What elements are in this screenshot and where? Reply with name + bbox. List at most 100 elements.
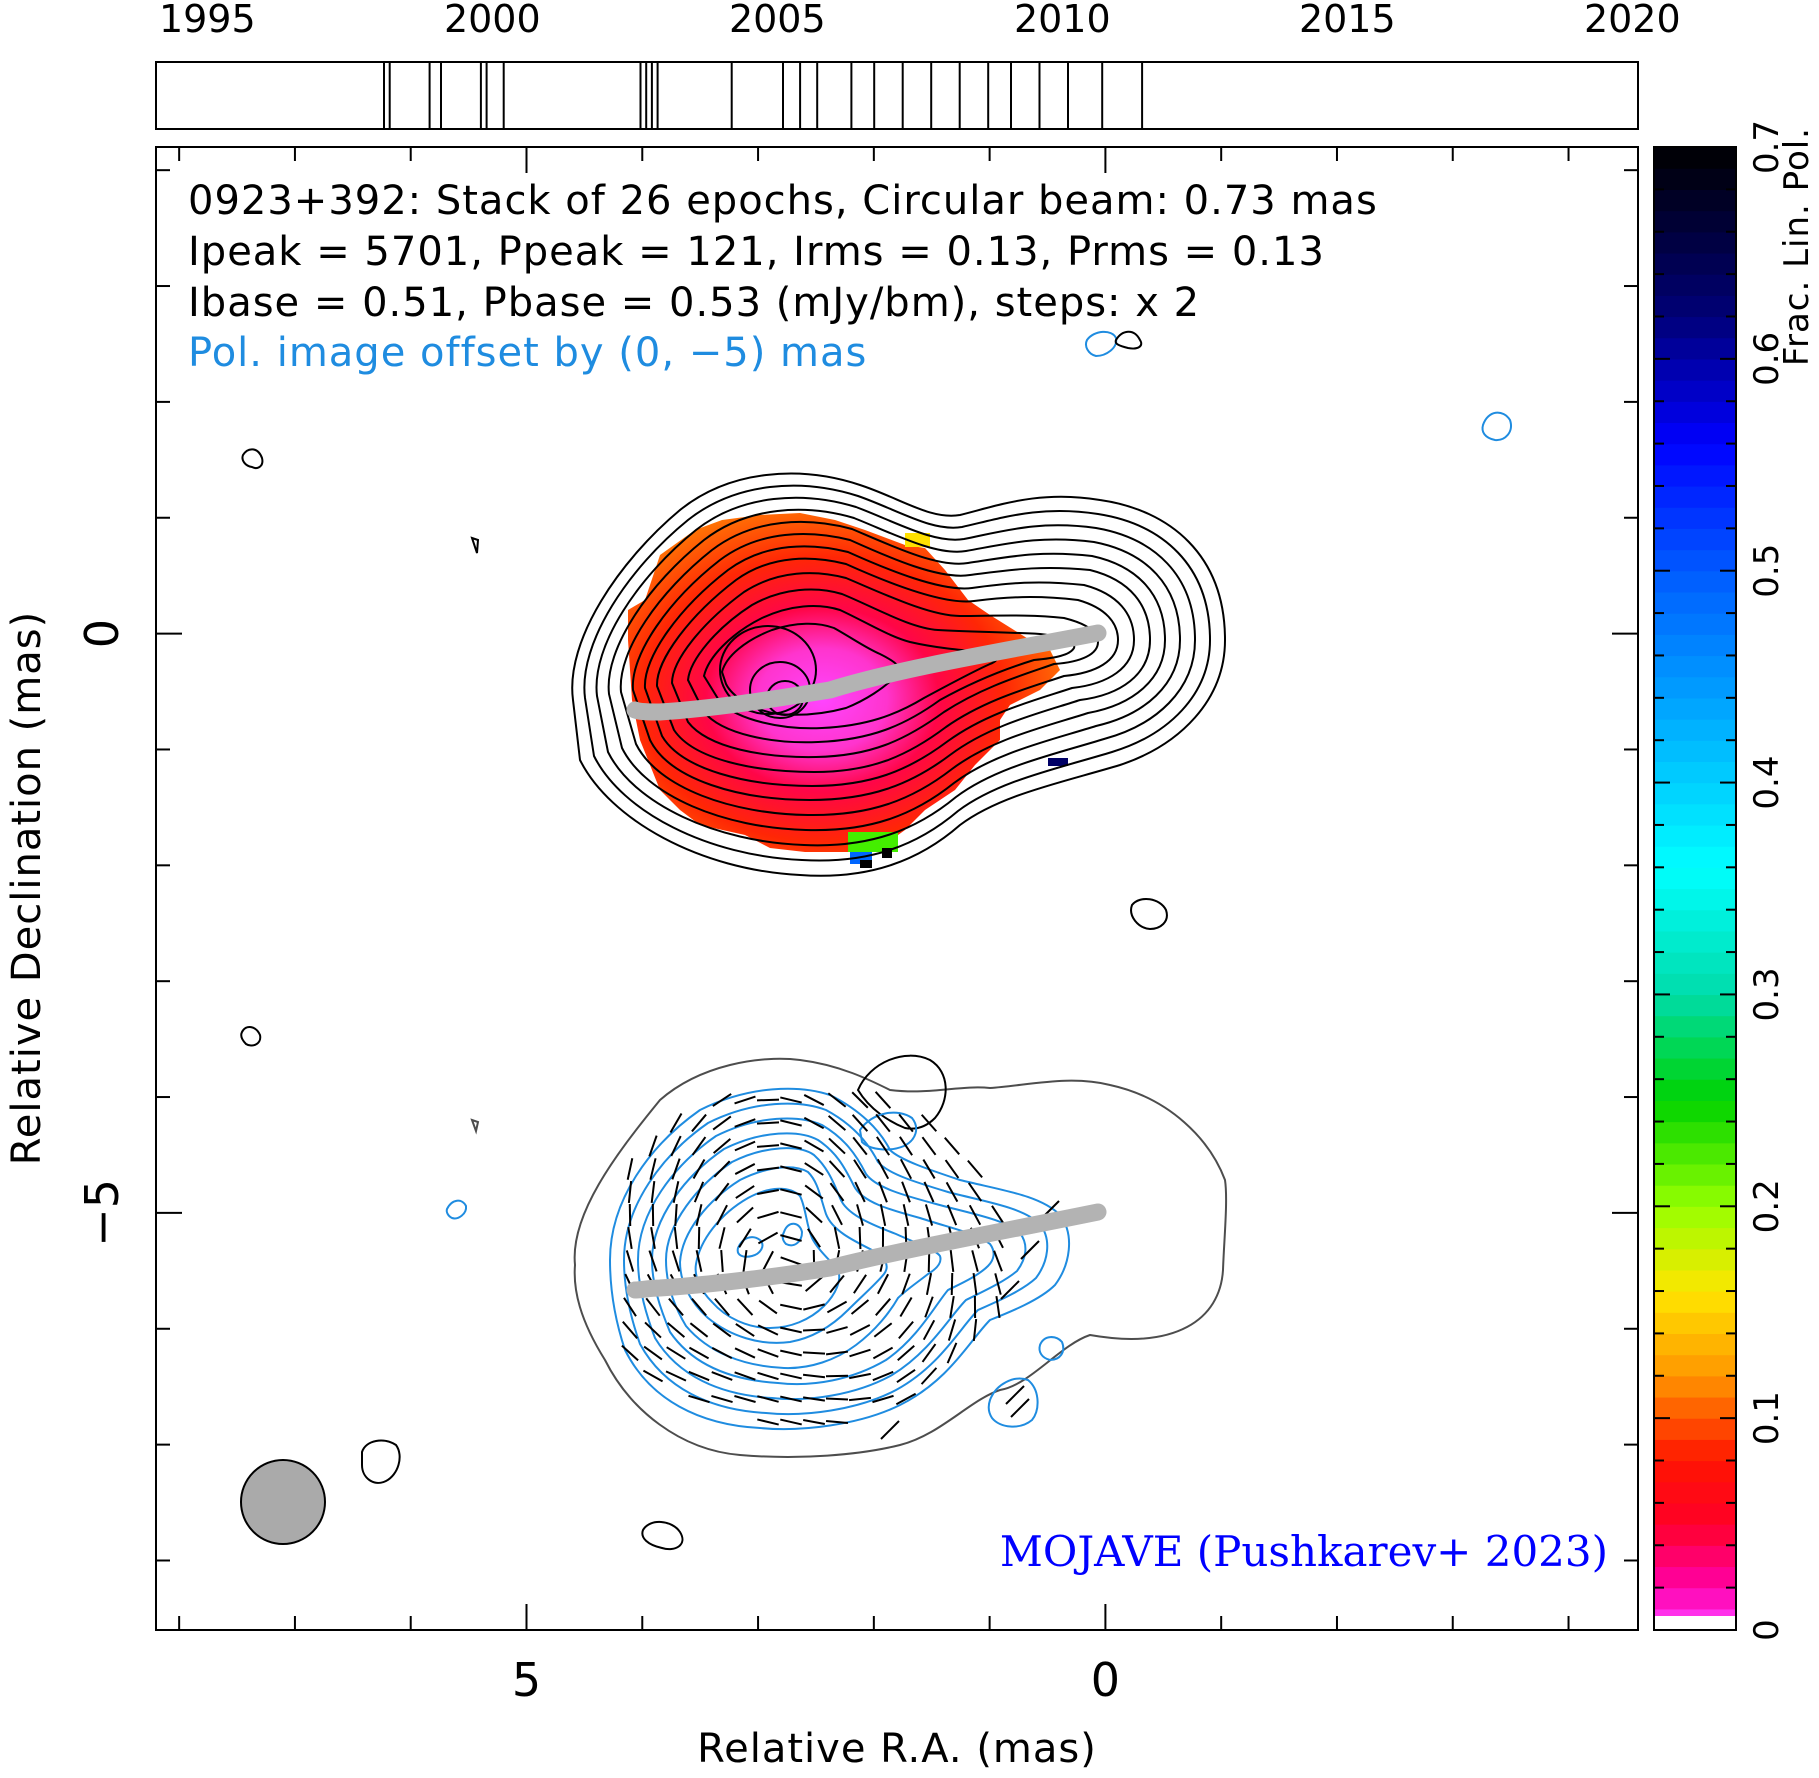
evpa-vector: [875, 1298, 891, 1316]
colorbar-step: [1654, 1206, 1736, 1229]
y-tick-label: 0: [75, 619, 129, 648]
evpa-vector: [644, 1321, 662, 1339]
evpa-vector: [714, 1182, 730, 1202]
evpa-vector: [626, 1158, 634, 1180]
evpa-vector: [713, 1160, 731, 1178]
evpa-vector: [757, 1231, 779, 1245]
colorbar-step: [1654, 1142, 1736, 1165]
colorbar-step: [1654, 1616, 1736, 1630]
evpa-vector: [1020, 1240, 1040, 1260]
evpa-vector: [669, 1112, 683, 1134]
axis-ticks: [156, 147, 1638, 1630]
evpa-vector: [672, 1181, 680, 1203]
evpa-vector: [691, 1113, 707, 1133]
colorbar-step: [1654, 507, 1736, 529]
pol-edge-yellow: [905, 533, 930, 547]
colorbar-step: [1654, 1036, 1736, 1059]
evpa-vector: [780, 1119, 802, 1127]
evpa-vector: [853, 1159, 867, 1179]
evpa-vector: [666, 1322, 686, 1338]
colorbar-step: [1654, 443, 1736, 466]
evpa-vector: [922, 1319, 936, 1341]
evpa-vector: [876, 1158, 890, 1180]
colorbar-step: [1654, 1312, 1736, 1334]
evpa-vector: [852, 1136, 868, 1156]
evpa-vector: [898, 1113, 914, 1133]
evpa-vector: [712, 1322, 732, 1338]
colorbar-step: [1654, 1545, 1736, 1568]
evpa-vector: [849, 1348, 871, 1358]
evpa-vector: [825, 1350, 849, 1356]
evpa-vector: [825, 1419, 849, 1425]
evpa-vector: [879, 1204, 887, 1226]
colorbar-step: [1654, 147, 1736, 169]
colorbar-step: [1654, 316, 1736, 339]
colorbar-step: [1654, 1269, 1736, 1292]
evpa-vector: [623, 1297, 637, 1317]
pol-edge-black-1: [860, 860, 872, 868]
evpa-vector: [780, 1372, 802, 1380]
evpa-vector: [829, 1274, 845, 1294]
evpa-vector: [876, 1136, 890, 1156]
colorbar-step: [1654, 1015, 1736, 1038]
evpa-vector: [899, 1136, 913, 1156]
evpa-vector: [650, 1180, 656, 1204]
colorbar-steps: [1654, 147, 1736, 1631]
colorbar-step: [1654, 1079, 1736, 1101]
evpa-vector: [734, 1140, 756, 1152]
axis-ticklabels: 5 0 0 −5: [75, 619, 1120, 1707]
colorbar-tick-label: 0.7: [1747, 120, 1787, 174]
x-tick-label: 5: [512, 1653, 541, 1707]
evpa-vector: [923, 1181, 935, 1203]
colorbar-step: [1654, 358, 1736, 381]
x-axis-label: Relative R.A. (mas): [697, 1726, 1097, 1772]
evpa-vector: [829, 1182, 845, 1202]
evpa-vector: [803, 1139, 825, 1153]
evpa-vector: [780, 1234, 802, 1242]
colorbar-step: [1654, 994, 1736, 1017]
evpa-vector: [780, 1256, 802, 1266]
evpa-vector: [742, 1249, 748, 1273]
colorbar-step: [1654, 591, 1736, 614]
evpa-vector: [780, 1096, 802, 1104]
evpa-vector: [876, 1273, 890, 1295]
x-tick-label: 0: [1091, 1653, 1120, 1707]
evpa-vector: [858, 1226, 862, 1250]
colorbar-step: [1654, 740, 1736, 762]
evpa-vector: [899, 1297, 913, 1317]
colorbar: 0 0.1 0.2 0.3 0.4 0.5 0.6 0.7 Frac. Lin. Pol.: [1653, 120, 1817, 1641]
colorbar-step: [1654, 210, 1736, 233]
evpa-vector: [780, 1349, 802, 1357]
evpa-vector: [873, 1322, 893, 1338]
colorbar-step: [1654, 231, 1736, 254]
evpa-vector: [691, 1297, 707, 1317]
evpa-vector: [826, 1326, 848, 1334]
title-line-2: Ipeak = 5701, Ppeak = 121, Irms = 0.13, …: [188, 229, 1325, 275]
colorbar-ticklabels: 0 0.1 0.2 0.3 0.4 0.5 0.6 0.7: [1747, 120, 1787, 1641]
colorbar-step: [1654, 1163, 1736, 1186]
colorbar-step: [1654, 634, 1736, 657]
evpa-vector: [856, 1204, 864, 1226]
y-tick-label: −5: [75, 1179, 129, 1247]
evpa-vector: [734, 1118, 756, 1128]
colorbar-step: [1654, 1057, 1736, 1080]
colorbar-step: [1654, 888, 1736, 911]
map-panel: 5 0 0 −5 0923+392: Stack of 26 epochs, Circ…: [4, 146, 1639, 1772]
colorbar-step: [1654, 676, 1736, 699]
evpa-vector: [851, 1114, 869, 1132]
evpa-vector: [802, 1419, 826, 1425]
evpa-vector: [921, 1343, 937, 1363]
colorbar-step: [1654, 655, 1736, 678]
evpa-vector: [648, 1250, 658, 1272]
evpa-vector: [945, 1181, 959, 1203]
isolated-contour: [241, 448, 264, 469]
evpa-vector: [831, 1204, 843, 1226]
evpa-vector: [802, 1351, 826, 1355]
colorbar-step: [1654, 1502, 1736, 1525]
evpa-vector: [1010, 1398, 1030, 1418]
colorbar-step: [1654, 189, 1736, 212]
evpa-vector: [875, 1113, 891, 1133]
evpa-vector: [780, 1395, 802, 1403]
evpa-vector: [757, 1189, 779, 1195]
evpa-vector: [850, 1299, 870, 1315]
